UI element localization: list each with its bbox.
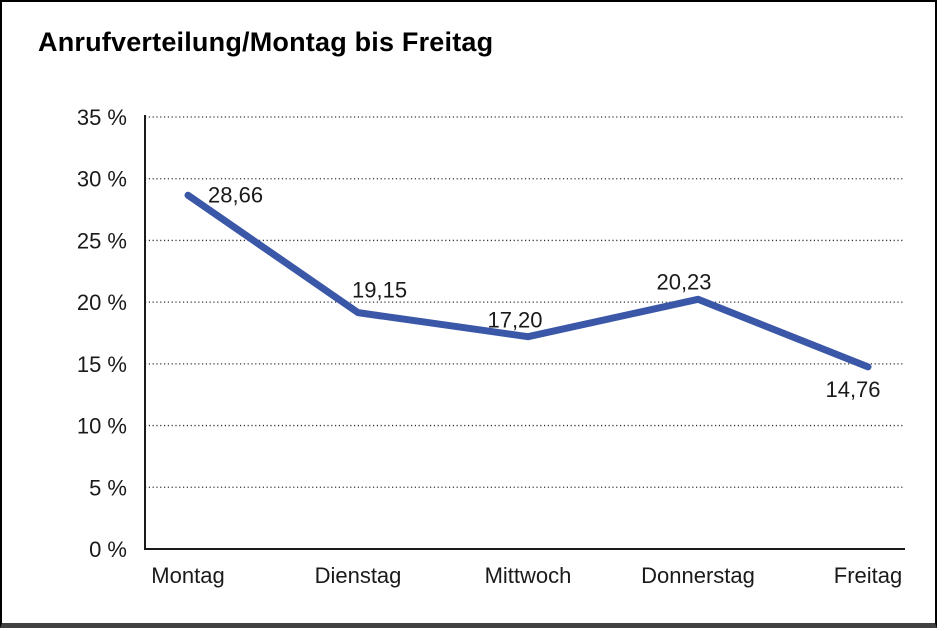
- x-tick-label: Freitag: [834, 563, 902, 588]
- y-tick-label: 0 %: [89, 537, 127, 562]
- chart-title: Anrufverteilung/Montag bis Freitag: [38, 27, 494, 57]
- data-label: 17,20: [487, 308, 542, 333]
- x-tick-label: Mittwoch: [485, 563, 572, 588]
- y-tick-label: 5 %: [89, 475, 127, 500]
- x-tick-label: Dienstag: [315, 563, 402, 588]
- x-tick-label: Montag: [151, 563, 224, 588]
- data-label: 20,23: [656, 269, 711, 294]
- y-tick-label: 35 %: [77, 105, 127, 130]
- y-tick-label: 10 %: [77, 414, 127, 439]
- series-line: [184, 191, 872, 371]
- data-label: 14,76: [825, 377, 880, 402]
- y-tick-label: 15 %: [77, 352, 127, 377]
- y-tick-label: 20 %: [77, 290, 127, 315]
- data-label: 28,66: [208, 182, 263, 207]
- x-tick-label: Donnerstag: [641, 563, 755, 588]
- data-label: 19,15: [352, 278, 407, 303]
- y-tick-label: 30 %: [77, 167, 127, 192]
- y-tick-label: 25 %: [77, 228, 127, 253]
